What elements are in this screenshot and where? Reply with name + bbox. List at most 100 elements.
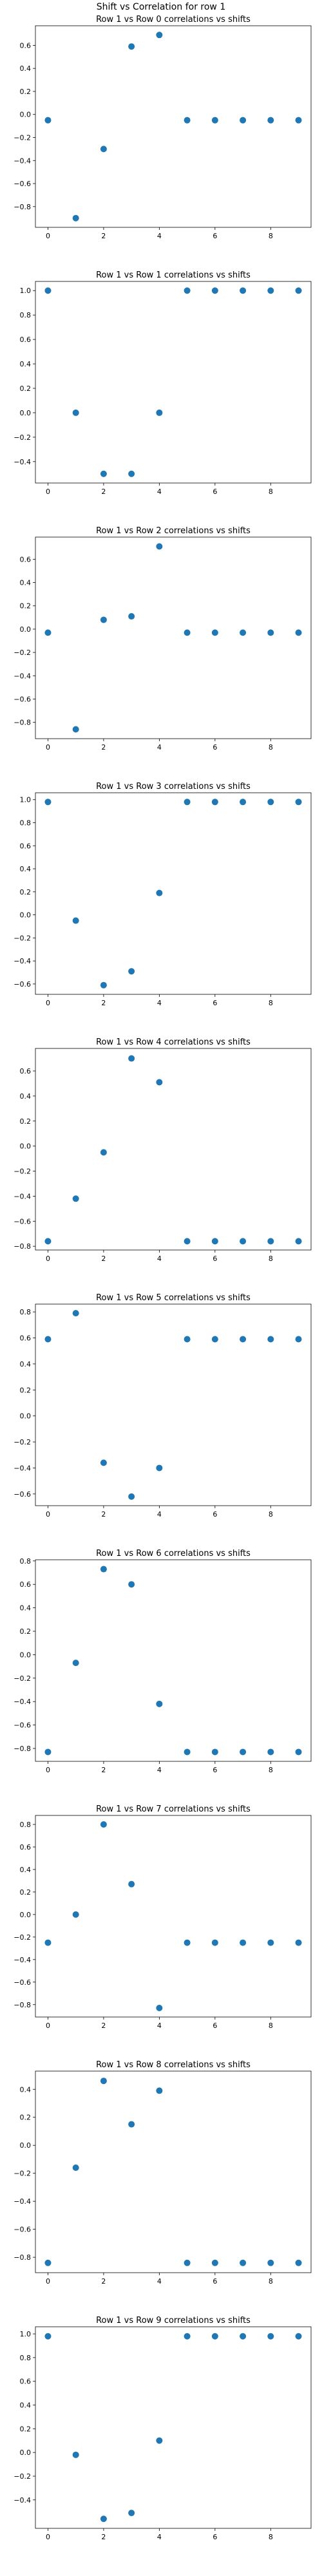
- data-point: [240, 2259, 247, 2266]
- data-point: [267, 117, 274, 124]
- subplot-title: Row 1 vs Row 8 correlations vs shifts: [96, 2060, 251, 2070]
- y-tick-label: 0.4: [20, 865, 32, 873]
- x-tick-label: 0: [46, 2277, 50, 2286]
- data-point: [44, 2259, 52, 2266]
- data-point: [128, 968, 135, 975]
- data-point: [211, 799, 218, 806]
- y-tick-label: 0.2: [20, 888, 32, 896]
- axes-frame: [35, 1815, 312, 2018]
- data-point: [156, 889, 163, 896]
- x-tick-label: 4: [157, 1510, 162, 1519]
- data-point: [184, 117, 191, 124]
- y-tick-label: 0.8: [20, 819, 32, 828]
- data-point: [156, 543, 163, 550]
- y-tick-label: 0.6: [20, 842, 32, 850]
- x-tick-label: 2: [101, 2533, 106, 2541]
- data-point: [184, 2333, 191, 2340]
- x-tick-label: 8: [269, 1766, 273, 1774]
- data-point: [44, 287, 52, 294]
- x-tick-label: 6: [213, 1766, 217, 1774]
- data-point: [128, 1055, 135, 1062]
- data-point: [184, 799, 191, 806]
- subplot-4: Row 1 vs Row 4 correlations vs shifts 0 2 4…: [14, 1037, 312, 1263]
- data-point: [184, 287, 191, 294]
- axes-frame: [35, 536, 312, 739]
- data-point: [44, 629, 52, 636]
- axes-frame: [35, 792, 312, 995]
- data-point: [240, 117, 247, 124]
- data-point: [295, 1939, 302, 1946]
- data-point: [44, 799, 52, 806]
- y-tick-label: 0.2: [20, 88, 32, 96]
- y-tick-label: 0.6: [20, 1843, 32, 1852]
- x-tick-label: 6: [213, 232, 217, 240]
- data-point: [267, 2259, 274, 2266]
- y-tick-label: −0.4: [14, 1464, 31, 1472]
- y-tick-label: 0.8: [20, 1557, 32, 1566]
- x-tick-label: 8: [269, 488, 273, 496]
- y-tick-label: 0.0: [20, 911, 32, 920]
- data-point: [211, 2333, 218, 2340]
- y-tick-label: −0.6: [14, 1721, 31, 1730]
- subplot-title: Row 1 vs Row 0 correlations vs shifts: [96, 15, 251, 24]
- y-tick-label: −0.4: [14, 2197, 31, 2206]
- data-point: [295, 287, 302, 294]
- x-tick-label: 4: [157, 743, 162, 752]
- y-tick-label: −0.8: [14, 203, 31, 211]
- y-tick-label: 0.0: [20, 2448, 32, 2457]
- x-tick-label: 8: [269, 743, 273, 752]
- figure-suptitle: Shift vs Correlation for row 1: [97, 2, 225, 12]
- y-tick-label: −0.2: [14, 649, 31, 657]
- y-tick-label: 0.0: [20, 409, 32, 417]
- data-point: [156, 2437, 163, 2444]
- data-point: [44, 1238, 52, 1245]
- data-point: [128, 1581, 135, 1588]
- data-point: [156, 409, 163, 416]
- data-point: [240, 799, 247, 806]
- y-tick-label: −0.2: [14, 1674, 31, 1683]
- y-tick-label: −0.2: [14, 433, 31, 442]
- data-point: [100, 470, 107, 477]
- y-tick-label: 0.6: [20, 2378, 32, 2386]
- data-point: [295, 1238, 302, 1245]
- data-point: [295, 1336, 302, 1343]
- subplot-7: Row 1 vs Row 7 correlations vs shifts 0 2 4…: [14, 1804, 312, 2030]
- data-point: [100, 1459, 107, 1466]
- y-tick-label: −0.2: [14, 1168, 31, 1176]
- y-tick-label: 0.6: [20, 1334, 32, 1343]
- x-tick-label: 2: [101, 1766, 106, 1774]
- data-point: [184, 1939, 191, 1946]
- data-point: [240, 287, 247, 294]
- data-point: [240, 629, 247, 636]
- data-point: [44, 1748, 52, 1756]
- data-point: [156, 32, 163, 39]
- x-tick-label: 0: [46, 1510, 50, 1519]
- data-point: [240, 1748, 247, 1756]
- data-point: [211, 1336, 218, 1343]
- data-point: [295, 2259, 302, 2266]
- y-tick-label: −0.6: [14, 1217, 31, 1226]
- y-tick-label: −0.4: [14, 458, 31, 466]
- axes-frame: [35, 1303, 312, 1506]
- data-point: [72, 1195, 79, 1202]
- y-tick-label: −0.6: [14, 980, 31, 989]
- x-tick-label: 0: [46, 2533, 50, 2541]
- x-tick-label: 6: [213, 2533, 217, 2541]
- subplot-9: Row 1 vs Row 9 correlations vs shifts 0 2 4…: [14, 2316, 312, 2541]
- y-tick-label: −0.2: [14, 133, 31, 142]
- y-tick-label: 0.2: [20, 2425, 32, 2433]
- data-point: [211, 1939, 218, 1946]
- x-tick-label: 0: [46, 1766, 50, 1774]
- x-tick-label: 6: [213, 1255, 217, 1263]
- x-tick-label: 0: [46, 488, 50, 496]
- y-tick-label: 0.0: [20, 1142, 32, 1151]
- y-tick-label: −0.6: [14, 1490, 31, 1499]
- data-point: [184, 1238, 191, 1245]
- subplot-title: Row 1 vs Row 9 correlations vs shifts: [96, 2316, 251, 2325]
- data-point: [267, 1748, 274, 1756]
- data-point: [72, 2451, 79, 2458]
- y-tick-label: 0.2: [20, 1888, 32, 1897]
- x-tick-label: 4: [157, 2277, 162, 2286]
- y-tick-label: 0.8: [20, 311, 32, 319]
